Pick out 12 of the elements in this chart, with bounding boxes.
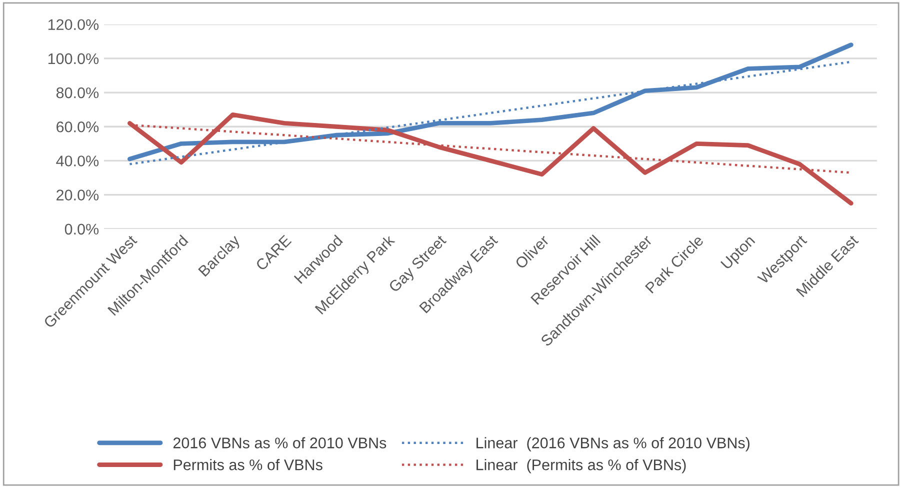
y-tick-label: 40.0%	[56, 156, 99, 166]
y-tick-label: 0.0%	[64, 224, 99, 235]
y-tick-label: 60.0%	[56, 121, 99, 132]
line-series	[128, 42, 854, 162]
legend-label: Linear (2016 VBNs as % of 2010 VBNs)	[476, 437, 750, 452]
y-tick-label: 80.0%	[56, 87, 99, 98]
y-tick-label: 20.0%	[56, 190, 99, 200]
y-tick-label: 120.0%	[48, 19, 99, 30]
y-tick-label: 100.0%	[48, 53, 99, 64]
legend-label: Linear (Permits as % of VBNs)	[476, 459, 686, 474]
legend-label: Permits as % of VBNs	[174, 459, 322, 470]
legend-label: 2016 VBNs as % of 2010 VBNs	[173, 437, 386, 448]
